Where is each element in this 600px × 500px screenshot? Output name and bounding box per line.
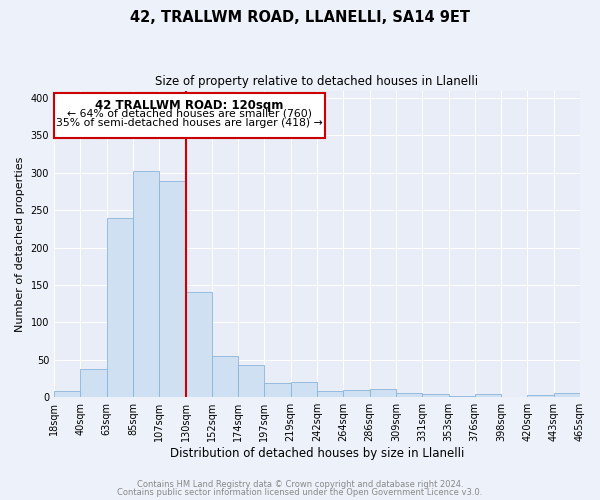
Bar — [185, 292, 212, 397]
Bar — [238, 365, 265, 397]
Text: Contains HM Land Registry data © Crown copyright and database right 2024.: Contains HM Land Registry data © Crown c… — [137, 480, 463, 489]
Bar — [449, 396, 475, 397]
Bar — [527, 395, 554, 397]
Bar — [475, 394, 501, 397]
Text: Contains public sector information licensed under the Open Government Licence v3: Contains public sector information licen… — [118, 488, 482, 497]
Bar — [370, 389, 396, 397]
Bar — [212, 356, 238, 397]
Bar — [396, 394, 422, 397]
Bar — [107, 218, 133, 397]
Text: 42, TRALLWM ROAD, LLANELLI, SA14 9ET: 42, TRALLWM ROAD, LLANELLI, SA14 9ET — [130, 10, 470, 25]
Bar — [133, 170, 159, 397]
Bar — [54, 93, 325, 138]
Bar — [80, 369, 107, 397]
Bar — [422, 394, 449, 397]
Text: 42 TRALLWM ROAD: 120sqm: 42 TRALLWM ROAD: 120sqm — [95, 99, 284, 112]
X-axis label: Distribution of detached houses by size in Llanelli: Distribution of detached houses by size … — [170, 447, 464, 460]
Bar — [159, 181, 185, 397]
Y-axis label: Number of detached properties: Number of detached properties — [15, 156, 25, 332]
Bar — [54, 391, 80, 397]
Text: 35% of semi-detached houses are larger (418) →: 35% of semi-detached houses are larger (… — [56, 118, 323, 128]
Bar — [554, 394, 580, 397]
Bar — [317, 391, 343, 397]
Title: Size of property relative to detached houses in Llanelli: Size of property relative to detached ho… — [155, 75, 479, 88]
Bar — [343, 390, 370, 397]
Text: ← 64% of detached houses are smaller (760): ← 64% of detached houses are smaller (76… — [67, 108, 312, 118]
Bar — [265, 383, 291, 397]
Bar — [291, 382, 317, 397]
